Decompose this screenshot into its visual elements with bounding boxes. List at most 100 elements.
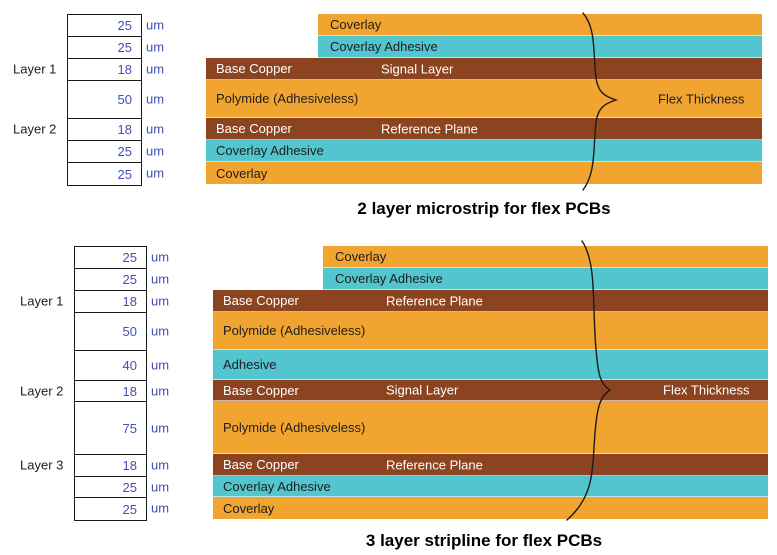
stack-band: Base Copper Signal Layer xyxy=(213,380,768,401)
thickness-row: 25 xyxy=(75,498,146,520)
thickness-value: 25 xyxy=(122,272,137,287)
section-title: 3 layer stripline for flex PCBs xyxy=(365,531,603,550)
unit-label: um xyxy=(146,61,165,77)
thickness-value: 18 xyxy=(122,383,137,399)
layer-ref-label: Layer 2 xyxy=(20,383,64,398)
flex-thickness-label: Flex Thickness xyxy=(658,91,745,107)
stack-band: Base Copper Reference Plane xyxy=(213,290,768,312)
band-material-label: Base Copper xyxy=(223,382,299,398)
flex-thickness-label: Flex Thickness xyxy=(663,382,750,398)
stack-band: Base Copper Reference Plane xyxy=(213,454,768,476)
stack-band: Coverlay Adhesive xyxy=(213,476,768,497)
band-material-label: Adhesive xyxy=(223,357,277,372)
thickness-value: 50 xyxy=(117,92,132,107)
band-role-label: Reference Plane xyxy=(386,293,483,308)
stack-band: Coverlay xyxy=(213,497,768,519)
band-material-label: Coverlay Adhesive xyxy=(330,39,438,54)
stack-band: Adhesive xyxy=(213,350,768,380)
thickness-row: 18 xyxy=(75,291,146,313)
unit-label: um xyxy=(146,39,165,55)
thickness-value: 18 xyxy=(117,122,132,137)
thickness-value: 40 xyxy=(122,358,137,373)
thickness-row: 50 xyxy=(68,81,141,119)
unit-label: um xyxy=(151,271,170,287)
band-material-label: Coverlay Adhesive xyxy=(335,271,443,286)
stack-band: Coverlay Adhesive xyxy=(206,140,762,162)
thickness-row: 18 xyxy=(68,59,141,81)
thickness-value: 25 xyxy=(122,501,137,517)
thickness-value: 25 xyxy=(117,144,132,159)
layer-ref-label: Layer 2 xyxy=(13,121,57,137)
stack-band: Coverlay Adhesive xyxy=(323,268,768,290)
thickness-table: 25 25 18 50 18 25 25 xyxy=(67,14,142,186)
thickness-row: 25 xyxy=(68,15,141,37)
unit-label: um xyxy=(146,121,165,137)
unit-label: um xyxy=(146,143,165,159)
unit-label: um xyxy=(146,165,165,181)
stack-band: Coverlay Adhesive xyxy=(318,36,762,58)
unit-label: um xyxy=(151,293,170,309)
stack-band: Polymide (Adhesiveless) xyxy=(213,401,768,454)
stack-band: Base Copper Reference Plane xyxy=(206,118,762,140)
thickness-row: 40 xyxy=(75,351,146,381)
thickness-value: 25 xyxy=(122,479,137,495)
stack-band: Base Copper Signal Layer xyxy=(206,58,762,80)
unit-label: um xyxy=(146,91,165,107)
thickness-value: 18 xyxy=(122,294,137,309)
band-material-label: Polymide (Adhesiveless) xyxy=(223,323,366,338)
band-material-label: Base Copper xyxy=(216,121,292,136)
thickness-row: 18 xyxy=(75,381,146,402)
thickness-row: 75 xyxy=(75,402,146,455)
unit-label: um xyxy=(151,249,170,265)
band-material-label: Base Copper xyxy=(223,457,299,472)
band-material-label: Base Copper xyxy=(216,61,292,76)
thickness-row: 18 xyxy=(75,455,146,477)
unit-label: um xyxy=(146,17,165,33)
band-material-label: Polymide (Adhesiveless) xyxy=(223,419,366,435)
band-material-label: Coverlay Adhesive xyxy=(223,478,331,494)
layer-ref-label: Layer 1 xyxy=(13,61,57,77)
section-title: 2 layer microstrip for flex PCBs xyxy=(357,199,611,218)
unit-label: um xyxy=(151,357,170,373)
unit-label: um xyxy=(151,457,170,473)
thickness-row: 25 xyxy=(75,269,146,291)
band-role-label: Signal Layer xyxy=(386,382,459,398)
stack-band: Polymide (Adhesiveless) xyxy=(206,80,762,118)
unit-label: um xyxy=(151,420,170,435)
thickness-row: 25 xyxy=(68,163,141,185)
unit-label: um xyxy=(151,323,170,339)
thickness-value: 18 xyxy=(122,458,137,473)
thickness-row: 25 xyxy=(68,37,141,59)
band-material-label: Base Copper xyxy=(223,293,299,308)
band-role-label: Reference Plane xyxy=(381,121,478,136)
band-material-label: Polymide (Adhesiveless) xyxy=(216,91,359,106)
band-material-label: Coverlay Adhesive xyxy=(216,143,324,158)
band-material-label: Coverlay xyxy=(223,500,275,516)
thickness-value: 18 xyxy=(117,62,132,77)
unit-label: um xyxy=(151,479,170,494)
layer-ref-label: Layer 1 xyxy=(20,293,64,309)
thickness-row: 25 xyxy=(68,141,141,163)
layer-ref-label: Layer 3 xyxy=(20,457,64,473)
stackup-stack: Coverlay Coverlay Adhesive Base Copper Sign… xyxy=(206,14,762,184)
stack-band: Coverlay xyxy=(206,162,762,184)
thickness-value: 25 xyxy=(117,40,132,55)
band-material-label: Coverlay xyxy=(330,17,382,32)
thickness-value: 50 xyxy=(122,324,137,339)
thickness-value: 75 xyxy=(122,420,137,436)
thickness-table: 25 25 18 50 40 18 75 18 25 25 xyxy=(74,246,147,521)
thickness-row: 25 xyxy=(75,477,146,498)
stack-band: Coverlay xyxy=(318,14,762,36)
band-material-label: Coverlay xyxy=(216,165,268,181)
thickness-row: 50 xyxy=(75,313,146,351)
thickness-row: 25 xyxy=(75,247,146,269)
thickness-row: 18 xyxy=(68,119,141,141)
stackup-stack: Coverlay Coverlay Adhesive Base Copper Refe… xyxy=(213,246,768,519)
stack-band: Polymide (Adhesiveless) xyxy=(213,312,768,350)
thickness-value: 25 xyxy=(117,166,132,182)
unit-label: um xyxy=(151,383,170,398)
band-role-label: Reference Plane xyxy=(386,457,483,472)
unit-label: um xyxy=(151,500,170,516)
thickness-value: 25 xyxy=(122,250,137,265)
